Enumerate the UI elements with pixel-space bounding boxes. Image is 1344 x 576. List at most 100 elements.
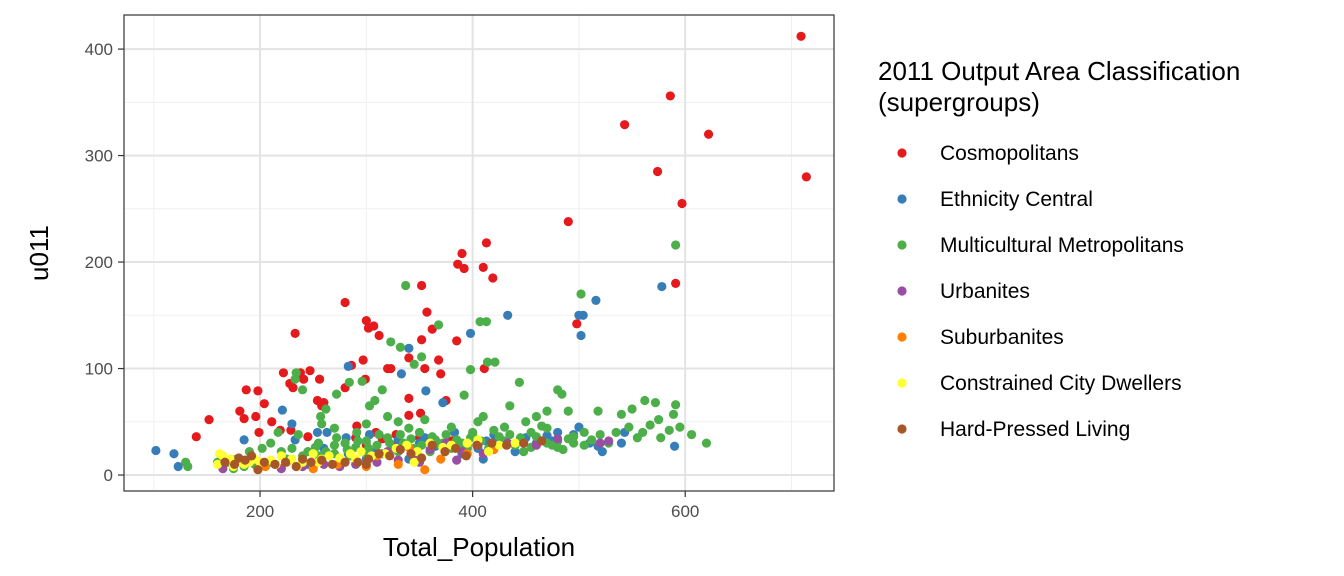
legend-item: Ethnicity Central [897,188,1093,211]
data-point [489,425,499,435]
data-point [664,425,674,435]
data-point [404,423,414,433]
data-point [417,335,427,345]
data-point [801,172,811,182]
data-point [312,427,323,438]
y-axis: 0 100 200 300 400 [85,40,124,485]
data-point [235,406,245,416]
data-point [459,390,469,400]
data-point [459,263,469,274]
legend-label: Hard-Pressed Living [940,418,1130,441]
data-point [563,406,573,416]
data-point [576,289,586,299]
data-point [563,216,573,227]
data-point [514,377,524,387]
data-point [796,31,806,41]
data-point [393,459,403,469]
data-point [553,434,563,444]
data-point [329,440,340,450]
data-point [396,369,407,379]
data-point [374,449,384,459]
data-point [374,330,384,341]
data-point [451,443,461,454]
data-point [519,446,529,457]
data-point [372,457,382,467]
legend-items: Cosmopolitans Ethnicity Central Multicultu… [897,142,1184,441]
data-point [441,429,451,440]
data-point [457,248,467,259]
data-point [494,440,504,450]
data-point [241,385,251,395]
data-point [246,451,257,461]
data-point [579,440,589,450]
data-point [273,427,283,438]
data-point [436,369,446,379]
y-tick-label: 100 [85,360,113,379]
data-point [505,401,515,411]
data-point [519,438,529,448]
data-point [352,427,362,438]
legend-key [897,148,907,158]
data-point [393,417,403,427]
data-point [395,429,405,440]
data-point [656,433,666,443]
legend: 2011 Output Area Classification (supergr… [878,56,1240,441]
data-point [297,385,308,395]
data-point [475,317,485,327]
data-point [404,353,414,363]
data-point [420,415,430,425]
data-point [473,417,483,427]
data-point [478,262,488,272]
data-point [183,461,193,472]
data-point [357,376,367,386]
legend-key [897,194,907,204]
data-point [404,393,414,403]
data-point [553,427,563,438]
data-point [671,278,681,288]
data-point [340,297,350,308]
data-point [287,419,297,429]
data-point [650,398,661,408]
data-point [531,411,541,422]
data-point [361,316,371,326]
data-point [563,434,573,444]
data-point [386,363,396,374]
data-point [151,445,161,456]
data-point [611,427,621,438]
data-point [446,422,456,432]
data-point [427,440,437,450]
data-point [251,411,261,422]
data-point [290,374,300,384]
plot-panel [123,14,835,492]
y-tick-label: 400 [85,40,113,59]
legend-title-line-1: 2011 Output Area Classification [878,56,1240,86]
x-tick-label: 400 [458,502,486,521]
data-point [277,405,287,415]
data-point [324,451,334,461]
data-point [537,421,547,431]
data-point [356,446,366,457]
data-point [461,451,471,461]
data-point [321,404,331,414]
data-point [537,436,547,446]
series-6 [220,436,547,475]
data-point [303,432,313,442]
data-point [257,443,267,454]
data-point [253,465,263,475]
data-point [510,446,520,457]
data-point [645,420,655,430]
data-point [503,310,513,320]
data-point [191,432,201,442]
data-point [422,307,432,317]
data-point [220,457,230,467]
data-point [665,91,675,101]
legend-key [897,286,907,296]
data-point [465,365,476,375]
data-point [462,438,472,448]
data-point [638,427,648,438]
data-point [385,438,395,448]
data-point [374,429,384,440]
data-point [308,449,318,459]
legend-label: Multicultural Metropolitans [940,234,1184,257]
data-point [593,406,603,416]
